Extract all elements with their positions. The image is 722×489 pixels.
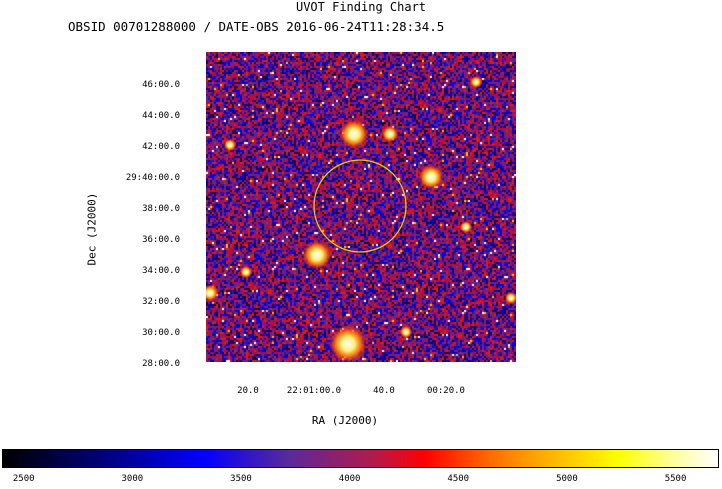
- y-tick-label: 28:00.0: [142, 359, 180, 369]
- x-tick-label: 20.0: [237, 386, 259, 396]
- y-tick-label: 46:00.0: [142, 80, 180, 90]
- y-tick-label: 38:00.0: [142, 204, 180, 214]
- y-axis-label: Dec (J2000): [85, 192, 99, 266]
- y-tick-label: 34:00.0: [142, 266, 180, 276]
- chart-subtitle: OBSID 00701288000 / DATE-OBS 2016-06-24T…: [68, 19, 445, 34]
- y-tick-label: 32:00.0: [142, 297, 180, 307]
- x-tick-label: 22:01:00.0: [286, 386, 342, 396]
- y-tick-label: 42:00.0: [142, 142, 180, 152]
- colorbar-tick-label: 3000: [121, 474, 144, 484]
- colorbar-tick-label: 4500: [447, 474, 470, 484]
- chart-title: UVOT Finding Chart: [295, 0, 427, 14]
- colorbar-tick-label: 5500: [664, 474, 687, 484]
- y-tick-label: 30:00.0: [142, 328, 180, 338]
- colorbar-tick-label: 4000: [338, 474, 361, 484]
- x-tick-label: 00:20.0: [427, 386, 465, 396]
- colorbar-tick-label: 3500: [230, 474, 252, 484]
- sky-image-canvas: [206, 52, 516, 362]
- x-tick-label: 40.0: [373, 386, 395, 396]
- sky-image: [206, 52, 516, 362]
- colorbar-tick-label: 5000: [556, 474, 578, 484]
- overlay: [313, 159, 407, 253]
- y-tick-label: 29:40:00.0: [125, 173, 180, 183]
- x-axis-label: RA (J2000): [311, 414, 379, 427]
- colorbar-tick-label: 2500: [12, 474, 35, 484]
- colorbar: [2, 449, 719, 468]
- source-region-circle: [313, 159, 407, 253]
- y-tick-label: 36:00.0: [142, 235, 180, 245]
- y-tick-label: 44:00.0: [142, 111, 180, 121]
